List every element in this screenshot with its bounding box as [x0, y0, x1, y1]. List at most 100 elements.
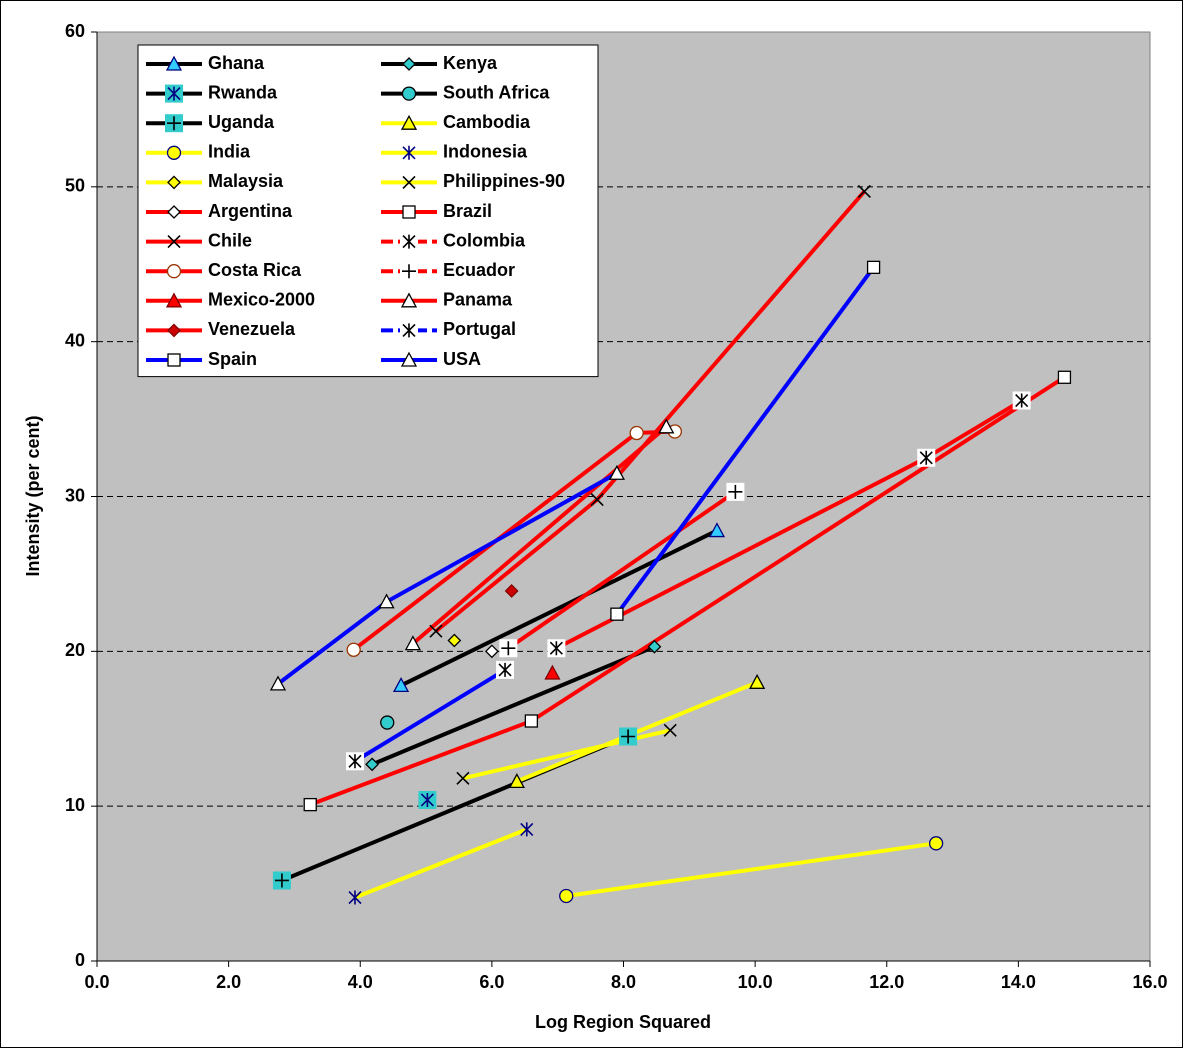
- marker-shape: [544, 664, 561, 680]
- series-line: [371, 644, 656, 767]
- legend-label: Kenya: [443, 53, 498, 73]
- legend-label: USA: [443, 349, 481, 369]
- marker-shape: [402, 57, 416, 71]
- marker-shape: [167, 116, 181, 131]
- series-line: [400, 528, 718, 688]
- legend-label: Philippines-90: [443, 171, 565, 191]
- marker-shape: [269, 675, 287, 691]
- marker: [166, 264, 182, 279]
- marker: [167, 235, 181, 249]
- marker-shape: [498, 662, 512, 677]
- marker-shape: [484, 644, 499, 659]
- marker: [484, 644, 499, 659]
- marker-shape: [274, 873, 289, 888]
- marker-shape: [524, 714, 539, 728]
- marker-shape: [866, 260, 881, 274]
- legend-label: Costa Rica: [208, 260, 302, 280]
- marker: [378, 593, 395, 609]
- series-line: [411, 425, 668, 646]
- legend-label: Chile: [208, 230, 252, 250]
- marker: [610, 607, 624, 621]
- x-tick-label: 4.0: [348, 972, 373, 992]
- marker-shape: [401, 86, 417, 101]
- marker-shape: [167, 353, 181, 367]
- marker-shape: [167, 205, 181, 219]
- marker-shape: [456, 771, 470, 785]
- marker: [165, 114, 183, 133]
- y-axis-title: Intensity (per cent): [23, 415, 43, 576]
- x-tick-label: 12.0: [869, 972, 904, 992]
- marker-shape: [402, 205, 416, 219]
- x-tick-label: 0.0: [84, 972, 109, 992]
- legend-label: Ecuador: [443, 260, 515, 280]
- marker-shape: [520, 822, 534, 837]
- marker: [269, 675, 287, 691]
- marker: [400, 351, 418, 367]
- marker-shape: [447, 633, 462, 648]
- marker-shape: [166, 145, 182, 160]
- marker: [404, 635, 421, 651]
- marker: [402, 205, 416, 219]
- marker: [508, 773, 525, 789]
- marker-shape: [402, 145, 416, 160]
- legend-label: Brazil: [443, 201, 492, 221]
- legend-label: Cambodia: [443, 112, 531, 132]
- marker-shape: [402, 175, 416, 189]
- marker: [504, 584, 519, 598]
- y-tick-label: 20: [65, 640, 85, 660]
- legend: Ghana Kenya Rwanda South Africa Uganda Cambod…: [137, 44, 599, 378]
- marker: [401, 86, 417, 101]
- marker: [167, 323, 181, 338]
- marker-shape: [392, 677, 410, 693]
- marker: [165, 292, 183, 308]
- marker-shape: [708, 522, 726, 538]
- marker-shape: [165, 55, 183, 71]
- marker-shape: [429, 624, 443, 638]
- series-line: [507, 490, 737, 650]
- marker-shape: [404, 635, 421, 651]
- legend-label: Uganda: [208, 112, 275, 132]
- marker: [167, 175, 181, 190]
- marker-shape: [348, 754, 362, 769]
- marker-shape: [165, 292, 183, 308]
- marker-shape: [167, 175, 181, 190]
- marker-shape: [166, 264, 182, 279]
- marker-shape: [348, 890, 362, 905]
- marker: [1012, 391, 1031, 410]
- marker-shape: [167, 323, 181, 338]
- legend-label: India: [208, 142, 251, 162]
- marker: [866, 260, 881, 274]
- marker: [663, 723, 677, 737]
- y-tick-label: 60: [65, 21, 85, 41]
- marker: [400, 321, 418, 340]
- marker: [496, 660, 515, 679]
- marker-shape: [303, 797, 317, 812]
- marker: [524, 714, 539, 728]
- marker-shape: [402, 234, 416, 249]
- legend-label: Ghana: [208, 53, 265, 73]
- marker: [400, 262, 418, 281]
- legend-label: Panama: [443, 290, 513, 310]
- marker: [167, 353, 181, 367]
- marker: [590, 493, 604, 507]
- marker: [726, 482, 745, 501]
- marker-shape: [380, 715, 395, 730]
- marker: [917, 448, 936, 467]
- y-tick-label: 10: [65, 795, 85, 815]
- marker-shape: [508, 773, 525, 789]
- marker-shape: [1057, 370, 1072, 384]
- marker: [749, 673, 766, 689]
- marker-shape: [167, 235, 181, 249]
- marker-shape: [400, 351, 418, 367]
- marker: [418, 790, 437, 809]
- marker-shape: [629, 425, 644, 441]
- y-tick-label: 40: [65, 330, 85, 350]
- marker-shape: [663, 723, 677, 737]
- legend-box: [137, 44, 599, 378]
- marker: [1057, 370, 1072, 384]
- marker-shape: [928, 836, 944, 851]
- legend-label: Portugal: [443, 319, 516, 339]
- marker-shape: [559, 888, 574, 904]
- marker-shape: [402, 323, 416, 338]
- marker-shape: [647, 639, 662, 654]
